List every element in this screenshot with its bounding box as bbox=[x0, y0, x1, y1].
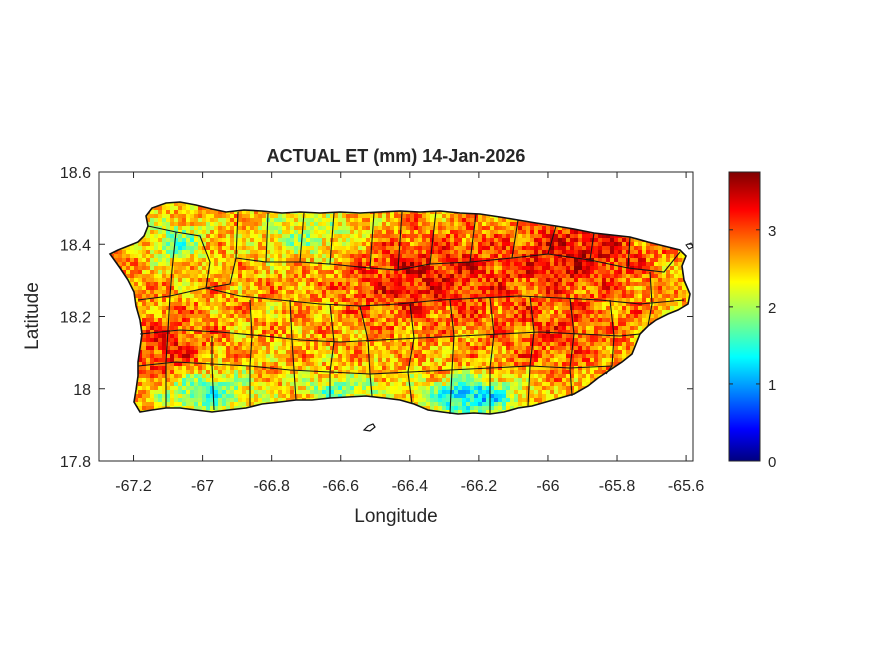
y-tick-label: 18.6 bbox=[60, 165, 91, 182]
municipality-boundary bbox=[449, 299, 455, 415]
x-axis-label: Longitude bbox=[354, 506, 437, 527]
x-tick-label: -66.2 bbox=[461, 478, 498, 495]
colorbar-tick-label: 1 bbox=[768, 377, 776, 394]
municipality-boundary bbox=[627, 251, 681, 273]
colorbar-ticks: 0 1 2 3 bbox=[729, 223, 776, 471]
x-tick-label: -66 bbox=[536, 478, 559, 495]
y-axis-ticks: 17.8 18 18.2 18.4 18.6 bbox=[60, 165, 693, 471]
y-tick-label: 17.8 bbox=[60, 454, 91, 471]
y-tick-label: 18.2 bbox=[60, 310, 91, 327]
municipality-boundary bbox=[137, 287, 281, 301]
municipality-boundary bbox=[647, 271, 653, 327]
chart-title: ACTUAL ET (mm) 14-Jan-2026 bbox=[267, 146, 526, 166]
y-tick-label: 18 bbox=[73, 382, 91, 399]
municipality-boundary bbox=[359, 305, 373, 397]
municipality-boundary bbox=[165, 231, 177, 408]
y-tick-label: 18.4 bbox=[60, 237, 91, 254]
colorbar-tick-label: 2 bbox=[768, 300, 776, 317]
municipality-boundary bbox=[329, 303, 335, 398]
municipality-boundary bbox=[605, 299, 615, 375]
x-tick-label: -65.8 bbox=[599, 478, 636, 495]
x-tick-label: -65.6 bbox=[668, 478, 705, 495]
x-tick-label: -66.4 bbox=[392, 478, 429, 495]
island-coastline bbox=[108, 201, 691, 415]
municipality-boundary bbox=[279, 295, 685, 307]
municipality-boundary bbox=[569, 297, 575, 397]
municipality-boundary bbox=[205, 211, 239, 289]
x-tick-label: -66.6 bbox=[323, 478, 360, 495]
y-axis-label: Latitude bbox=[22, 282, 43, 350]
x-tick-label: -66.8 bbox=[253, 478, 290, 495]
caja-de-muertos-islet bbox=[362, 423, 376, 432]
municipality-boundary bbox=[249, 299, 253, 406]
municipality-boundaries bbox=[137, 210, 685, 415]
municipality-boundary bbox=[527, 295, 535, 407]
municipality-boundary bbox=[147, 225, 211, 289]
x-tick-label: -67 bbox=[191, 478, 214, 495]
municipality-boundary bbox=[211, 336, 215, 411]
x-axis-ticks: -67.2 -67 -66.8 -66.6 -66.4 -66.2 -66 -65.8 -65.… bbox=[115, 172, 704, 495]
x-tick-label: -67.2 bbox=[115, 478, 152, 495]
colorbar bbox=[728, 171, 761, 462]
municipality-boundary bbox=[139, 329, 641, 343]
municipality-boundary bbox=[407, 303, 415, 405]
colorbar-tick-label: 3 bbox=[768, 223, 776, 240]
municipality-boundary bbox=[289, 299, 297, 401]
colorbar-tick-label: 0 bbox=[768, 454, 776, 471]
municipality-boundary bbox=[489, 297, 495, 414]
